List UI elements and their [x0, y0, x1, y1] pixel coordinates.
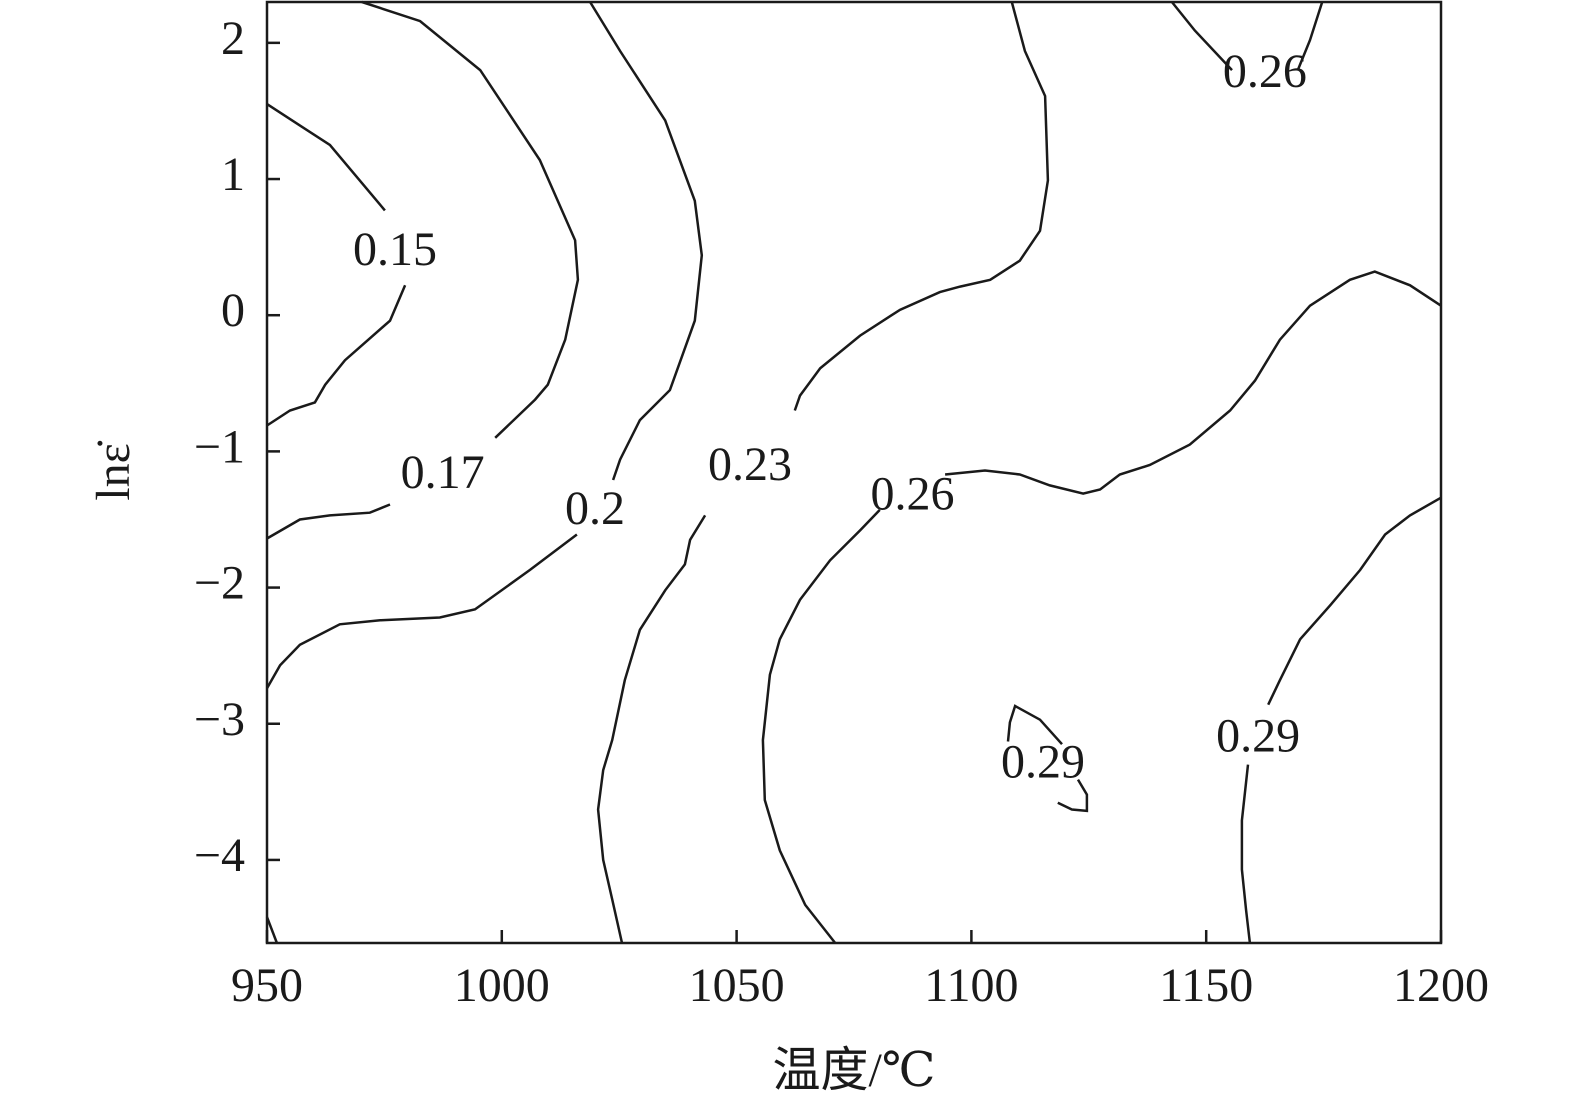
contour-line: [265, 916, 279, 944]
y-axis-label: lnε̇: [87, 440, 140, 500]
contour-line: [761, 270, 1442, 944]
y-tick-label: 0: [221, 284, 245, 337]
x-tick-label: 1100: [924, 959, 1018, 1012]
contour-label: 0.15: [353, 223, 437, 276]
contour-label: 0.26: [1223, 45, 1307, 98]
y-tick-label: −2: [194, 557, 245, 610]
x-tick-label: 950: [231, 959, 303, 1012]
contour-line: [266, 103, 407, 427]
contour-line: [265, 1, 704, 689]
y-tick-label: −1: [194, 420, 245, 473]
contour-line: [266, 0, 580, 540]
contour-label: 0.2: [565, 482, 625, 535]
y-tick-label: 1: [221, 148, 245, 201]
contour-label: 0.29: [1216, 710, 1300, 763]
x-tick-label: 1000: [454, 959, 550, 1012]
x-tick-label: 1200: [1393, 959, 1489, 1012]
x-tick-label: 1050: [689, 959, 785, 1012]
contour-line: [1240, 496, 1442, 944]
x-axis-label: 温度/℃: [772, 1044, 935, 1097]
y-tick-label: −3: [194, 693, 245, 746]
contour-label: 0.23: [708, 438, 792, 491]
y-tick-label: 2: [221, 12, 245, 65]
contour-label: 0.29: [1001, 736, 1085, 789]
plot-frame: [265, 0, 1443, 945]
contour-label: 0.26: [870, 467, 954, 520]
x-tick-label: 1150: [1159, 959, 1253, 1012]
contour-line: [1006, 704, 1089, 813]
y-tick-label: −4: [194, 829, 245, 882]
contour-label: 0.17: [401, 446, 485, 499]
contour-line: [1170, 1, 1324, 71]
contour-line: [596, 1, 1050, 944]
